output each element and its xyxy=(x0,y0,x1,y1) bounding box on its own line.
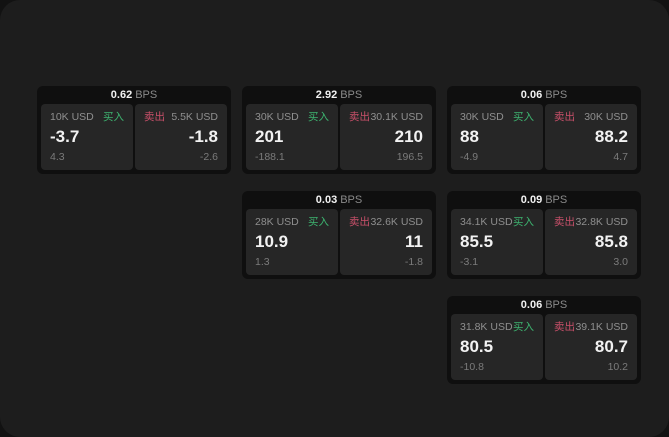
quote-card-4: 0.03 BPS 28K USD 买入 10.9 1.3 卖出 32.6K USD xyxy=(242,191,436,279)
quote-card-6: 0.06 BPS 31.8K USD 买入 80.5 -10.8 卖出 39.1K… xyxy=(447,296,641,384)
buy-amount: 28K USD xyxy=(255,216,299,228)
buy-amount: 30K USD xyxy=(460,111,504,123)
quote-cards-grid: 0.62 BPS 10K USD 买入 -3.7 4.3 卖出 5.5K USD xyxy=(37,86,641,384)
buy-side-label: 买入 xyxy=(308,111,329,123)
sell-side-label: 卖出 xyxy=(554,111,575,123)
bps-value: 0.62 xyxy=(110,89,133,101)
bps-value: 0.06 xyxy=(520,89,543,101)
bps-value: 0.09 xyxy=(520,194,543,206)
buy-value: 80.5 xyxy=(460,337,494,356)
sell-amount: 30K USD xyxy=(584,111,628,123)
buy-side-label: 买入 xyxy=(513,111,534,123)
sell-sub-value: 196.5 xyxy=(396,151,423,163)
buy-panel[interactable]: 31.8K USD 买入 80.5 -10.8 xyxy=(451,314,543,380)
buy-sell-panels: 30K USD 买入 88 -4.9 卖出 30K USD 88.2 4.7 xyxy=(451,104,637,170)
bps-value: 0.06 xyxy=(520,299,543,311)
buy-side-label: 买入 xyxy=(513,216,534,228)
buy-value: 88 xyxy=(460,127,479,146)
bps-header: 2.92 BPS xyxy=(246,86,432,104)
sell-panel[interactable]: 卖出 5.5K USD -1.8 -2.6 xyxy=(135,104,227,170)
bps-unit: BPS xyxy=(545,194,568,206)
buy-sub-value: -3.1 xyxy=(460,256,479,268)
quote-card-1: 0.62 BPS 10K USD 买入 -3.7 4.3 卖出 5.5K USD xyxy=(37,86,231,174)
quote-card-2: 2.92 BPS 30K USD 买入 201 -188.1 卖出 30.1K U… xyxy=(242,86,436,174)
sell-amount: 32.8K USD xyxy=(575,216,628,228)
sell-side-label: 卖出 xyxy=(144,111,165,123)
buy-sub-value: -188.1 xyxy=(255,151,285,163)
buy-sell-panels: 30K USD 买入 201 -188.1 卖出 30.1K USD 210 1… xyxy=(246,104,432,170)
sell-panel[interactable]: 卖出 32.8K USD 85.8 3.0 xyxy=(545,209,637,275)
sell-value: 85.8 xyxy=(594,232,628,251)
bps-header: 0.09 BPS xyxy=(451,191,637,209)
buy-panel[interactable]: 10K USD 买入 -3.7 4.3 xyxy=(41,104,133,170)
buy-value: 10.9 xyxy=(255,232,289,251)
bps-header: 0.06 BPS xyxy=(451,296,637,314)
buy-panel[interactable]: 28K USD 买入 10.9 1.3 xyxy=(246,209,338,275)
bps-unit: BPS xyxy=(545,299,568,311)
bps-unit: BPS xyxy=(340,194,363,206)
bps-header: 0.62 BPS xyxy=(41,86,227,104)
sell-sub-value: 4.7 xyxy=(613,151,628,163)
bps-unit: BPS xyxy=(135,89,158,101)
sell-side-label: 卖出 xyxy=(349,216,370,228)
bps-value: 2.92 xyxy=(315,89,338,101)
buy-value: 201 xyxy=(255,127,284,146)
sell-value: 88.2 xyxy=(594,127,628,146)
quote-card-3: 0.06 BPS 30K USD 买入 88 -4.9 卖出 30K USD xyxy=(447,86,641,174)
buy-sub-value: -4.9 xyxy=(460,151,479,163)
sell-panel[interactable]: 卖出 30K USD 88.2 4.7 xyxy=(545,104,637,170)
sell-value: 80.7 xyxy=(594,337,628,356)
sell-value: -1.8 xyxy=(188,127,218,146)
buy-value: 85.5 xyxy=(460,232,494,251)
bps-header: 0.03 BPS xyxy=(246,191,432,209)
sell-side-label: 卖出 xyxy=(554,321,575,333)
sell-value: 210 xyxy=(394,127,423,146)
bps-value: 0.03 xyxy=(315,194,338,206)
buy-panel[interactable]: 30K USD 买入 88 -4.9 xyxy=(451,104,543,170)
buy-sub-value: -10.8 xyxy=(460,361,484,373)
sell-sub-value: -1.8 xyxy=(404,256,423,268)
quote-card-5: 0.09 BPS 34.1K USD 买入 85.5 -3.1 卖出 32.8K … xyxy=(447,191,641,279)
sell-panel[interactable]: 卖出 39.1K USD 80.7 10.2 xyxy=(545,314,637,380)
buy-side-label: 买入 xyxy=(513,321,534,333)
sell-sub-value: 10.2 xyxy=(607,361,628,373)
buy-sell-panels: 34.1K USD 买入 85.5 -3.1 卖出 32.8K USD 85.8… xyxy=(451,209,637,275)
buy-sell-panels: 28K USD 买入 10.9 1.3 卖出 32.6K USD 11 -1.8 xyxy=(246,209,432,275)
sell-side-label: 卖出 xyxy=(554,216,575,228)
buy-side-label: 买入 xyxy=(103,111,124,123)
sell-sub-value: 3.0 xyxy=(613,256,628,268)
bps-header: 0.06 BPS xyxy=(451,86,637,104)
buy-amount: 31.8K USD xyxy=(460,321,513,333)
sell-amount: 30.1K USD xyxy=(370,111,423,123)
bps-unit: BPS xyxy=(340,89,363,101)
buy-panel[interactable]: 34.1K USD 买入 85.5 -3.1 xyxy=(451,209,543,275)
sell-panel[interactable]: 卖出 32.6K USD 11 -1.8 xyxy=(340,209,432,275)
buy-amount: 30K USD xyxy=(255,111,299,123)
sell-side-label: 卖出 xyxy=(349,111,370,123)
sell-panel[interactable]: 卖出 30.1K USD 210 196.5 xyxy=(340,104,432,170)
sell-amount: 39.1K USD xyxy=(575,321,628,333)
sell-sub-value: -2.6 xyxy=(199,151,218,163)
sell-amount: 5.5K USD xyxy=(171,111,218,123)
buy-side-label: 买入 xyxy=(308,216,329,228)
sell-amount: 32.6K USD xyxy=(370,216,423,228)
buy-panel[interactable]: 30K USD 买入 201 -188.1 xyxy=(246,104,338,170)
buy-sub-value: 4.3 xyxy=(50,151,65,163)
buy-value: -3.7 xyxy=(50,127,80,146)
bps-unit: BPS xyxy=(545,89,568,101)
buy-amount: 34.1K USD xyxy=(460,216,513,228)
sell-value: 11 xyxy=(405,232,423,251)
buy-sell-panels: 10K USD 买入 -3.7 4.3 卖出 5.5K USD -1.8 -2.… xyxy=(41,104,227,170)
buy-sub-value: 1.3 xyxy=(255,256,270,268)
buy-amount: 10K USD xyxy=(50,111,94,123)
buy-sell-panels: 31.8K USD 买入 80.5 -10.8 卖出 39.1K USD 80.… xyxy=(451,314,637,380)
